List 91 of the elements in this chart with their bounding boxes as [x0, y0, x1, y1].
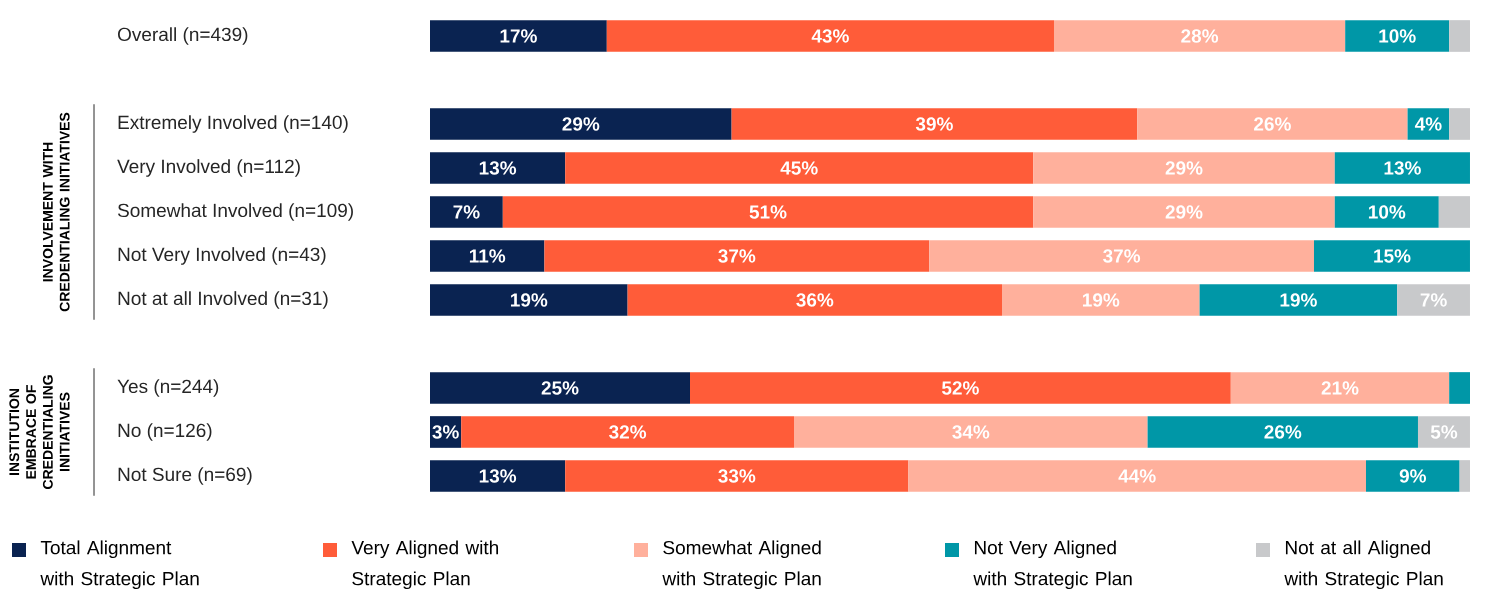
bar	[1449, 20, 1470, 52]
bar	[794, 416, 1148, 448]
bar	[1365, 460, 1460, 492]
data-label: 33%	[718, 469, 756, 483]
bar	[908, 460, 1366, 492]
data-label: 19%	[1082, 293, 1120, 307]
data-label: 10%	[1379, 29, 1416, 43]
y-tick-label: Overall (n=439)	[117, 27, 248, 45]
legend-label: Not at all Aligned with Strategic Plan	[1284, 540, 1443, 590]
y-tick-label: Not Sure (n=69)	[118, 467, 252, 485]
y-tick-label: Somewhat Involved (n=109)	[117, 203, 353, 221]
data-label: 43%	[811, 29, 849, 43]
bar	[731, 108, 1138, 140]
y-tick-label: Very Involved (n=112)	[117, 159, 300, 177]
bar	[1033, 196, 1335, 228]
bar	[430, 108, 732, 140]
bar	[1313, 240, 1470, 272]
y-tick-label: Not at all Involved (n=31)	[118, 291, 328, 309]
y-tick-label: Yes (n=244)	[117, 379, 219, 397]
data-label: 29%	[1165, 205, 1203, 219]
data-label: 29%	[562, 117, 600, 131]
data-label: 37%	[1103, 249, 1141, 263]
bar	[544, 240, 930, 272]
data-label: 19%	[1280, 293, 1317, 307]
bar	[1345, 20, 1450, 52]
bar	[606, 20, 1054, 52]
bar	[430, 196, 503, 228]
bar	[565, 460, 909, 492]
bar	[1033, 152, 1335, 184]
data-label: 29%	[1165, 161, 1203, 175]
y-tick-label: No (n=126)	[118, 423, 212, 441]
bar	[565, 152, 1034, 184]
data-label: 32%	[609, 425, 647, 439]
data-label: 44%	[1118, 469, 1156, 483]
data-label: 9%	[1399, 469, 1427, 483]
legend-label: Somewhat Aligned with Strategic Plan	[662, 540, 821, 590]
data-label: 34%	[952, 425, 990, 439]
bar	[627, 284, 1002, 316]
bar	[1397, 284, 1470, 316]
data-label: 25%	[541, 381, 579, 395]
text: INSTITUTION EMBRACE OF CREDENTIALING INITIATIVES	[9, 375, 70, 489]
data-label: 11%	[469, 249, 506, 263]
bar	[430, 240, 545, 272]
data-label: 26%	[1264, 425, 1302, 439]
data-label: 13%	[479, 469, 517, 483]
bar	[430, 460, 566, 492]
legend-label: Total Alignment with Strategic Plan	[40, 540, 199, 590]
data-label: 52%	[941, 381, 979, 395]
data-label: 51%	[749, 205, 787, 219]
bar	[1230, 372, 1450, 404]
bar	[430, 20, 607, 52]
bar	[1334, 196, 1439, 228]
bar	[1438, 196, 1470, 228]
legend-label: Very Aligned with Strategic Plan	[351, 540, 499, 590]
data-label: 3%	[432, 425, 459, 439]
bar	[430, 372, 690, 404]
bar	[502, 196, 1034, 228]
data-label: 13%	[1384, 161, 1421, 175]
bar	[1053, 20, 1346, 52]
data-label: 17%	[500, 29, 537, 43]
bar	[1199, 284, 1398, 316]
data-label: 28%	[1181, 29, 1219, 43]
data-label: 39%	[915, 117, 953, 131]
y-tick-label: Not Very Involved (n=43)	[118, 247, 326, 265]
data-label: 13%	[479, 161, 517, 175]
data-label: 37%	[718, 249, 756, 263]
data-label: 45%	[780, 161, 818, 175]
bar	[1334, 152, 1470, 184]
bar	[1449, 108, 1470, 140]
y-tick-label: Extremely Involved (n=140)	[118, 115, 348, 133]
bar	[1449, 372, 1470, 404]
bar	[430, 152, 566, 184]
bar	[1002, 284, 1200, 316]
data-label: 19%	[510, 293, 548, 307]
data-label: 21%	[1321, 381, 1359, 395]
data-label: 36%	[796, 293, 834, 307]
data-label: 26%	[1254, 117, 1291, 131]
data-label: 15%	[1374, 249, 1411, 263]
data-label: 10%	[1368, 205, 1406, 219]
bar	[1459, 460, 1470, 492]
bar	[1137, 108, 1408, 140]
bar	[461, 416, 794, 448]
bar	[430, 284, 628, 316]
data-label: 7%	[453, 205, 480, 219]
legend-label: Not Very Aligned with Strategic Plan	[973, 540, 1132, 590]
data-label: 4%	[1414, 117, 1442, 131]
text: INVOLVEMENT WITH CREDENTIALING INITIATIVES	[42, 112, 70, 312]
bar	[929, 240, 1314, 272]
bar	[690, 372, 1231, 404]
bar	[1147, 416, 1418, 448]
bar	[1417, 416, 1470, 448]
